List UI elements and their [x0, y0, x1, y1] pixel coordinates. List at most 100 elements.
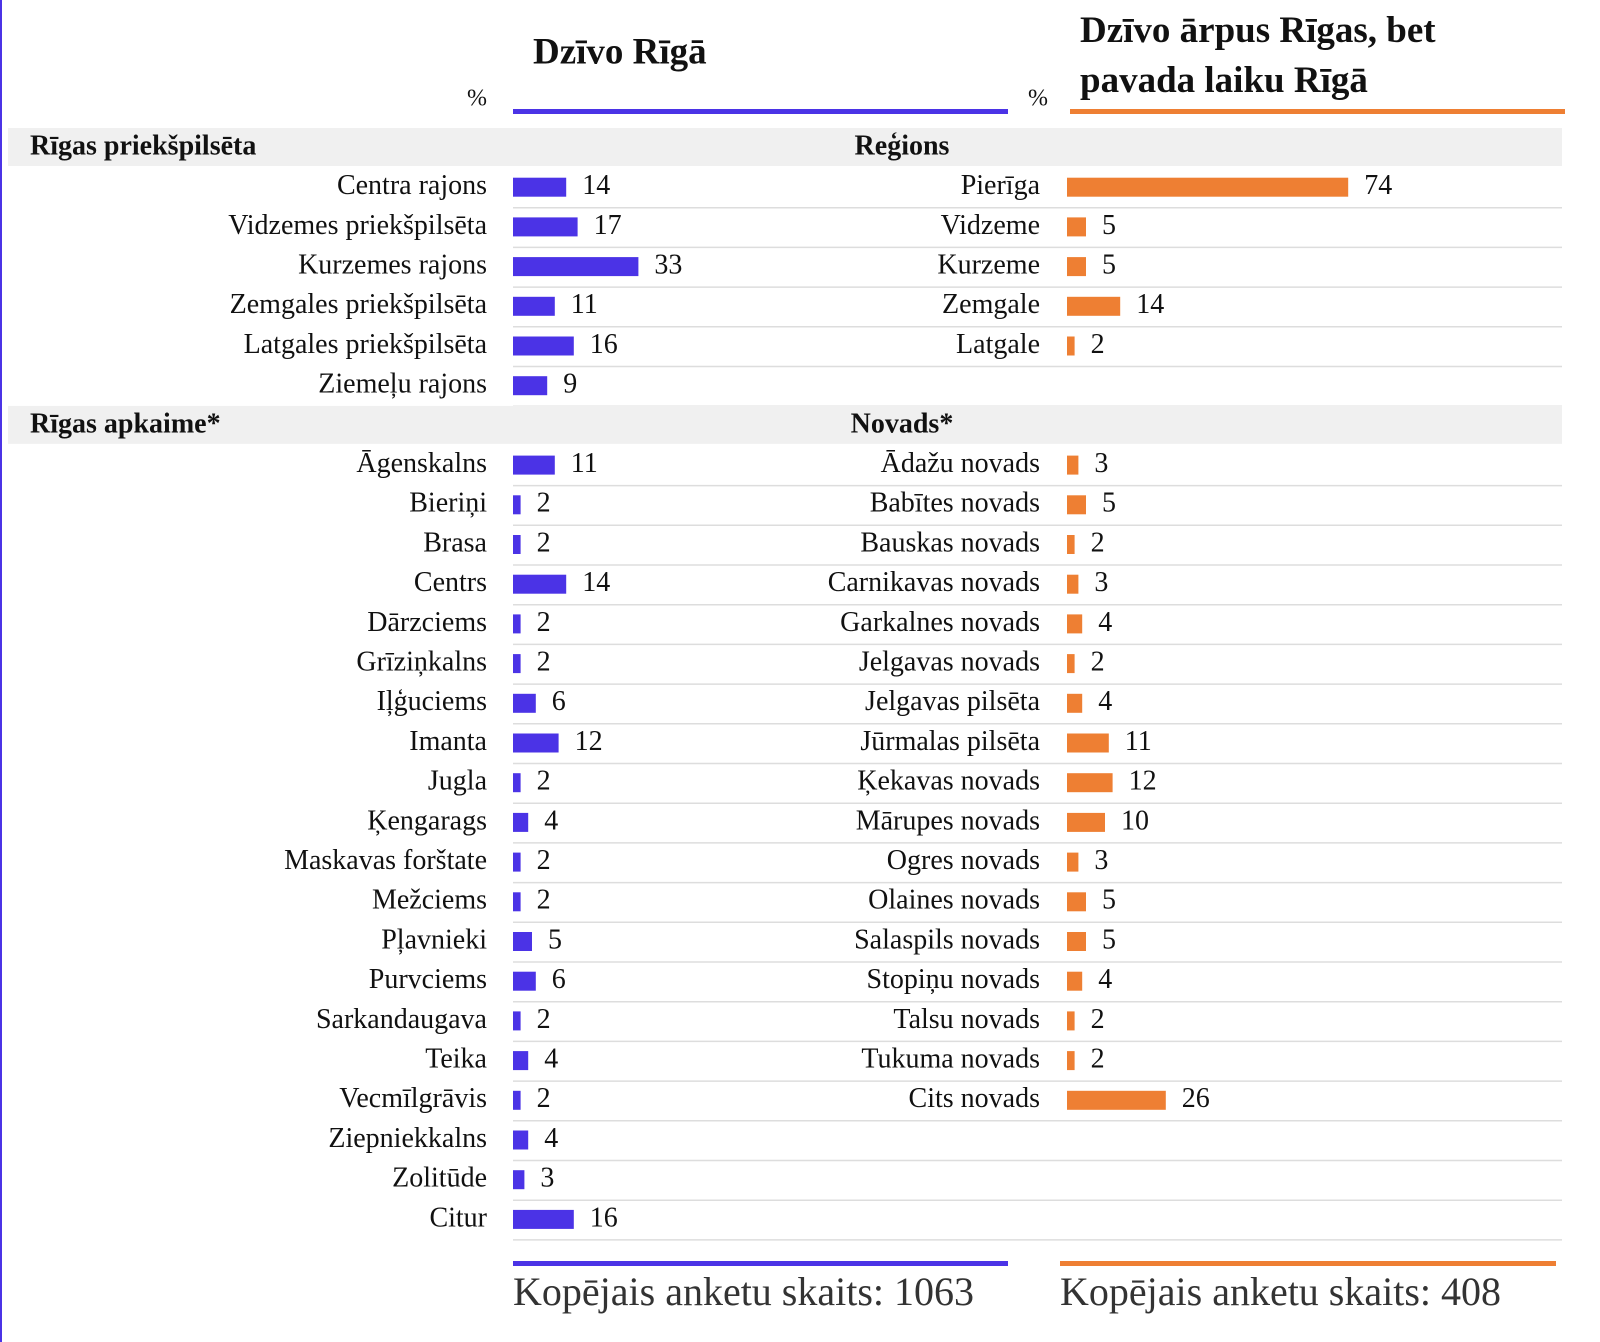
- bar: [513, 852, 521, 872]
- unit-label: %: [467, 86, 487, 112]
- value-label: 2: [537, 647, 551, 678]
- category-label: Ķekavas novads: [857, 766, 1040, 797]
- category-label: Latgale: [956, 329, 1040, 360]
- value-label: 26: [1182, 1083, 1210, 1114]
- bar: [1067, 614, 1083, 634]
- value-label: 2: [537, 607, 551, 638]
- category-label: Iļģuciems: [377, 686, 487, 717]
- bar: [513, 535, 521, 554]
- value-label: 4: [1098, 964, 1112, 995]
- category-label: Jelgavas novads: [859, 647, 1040, 678]
- bar: [1067, 733, 1109, 753]
- category-label: Cits novads: [909, 1083, 1040, 1114]
- bar: [1067, 892, 1086, 912]
- bar: [513, 932, 532, 951]
- category-label: Centrs: [414, 567, 487, 598]
- category-label: Ogres novads: [887, 845, 1040, 876]
- bar: [513, 495, 521, 515]
- bar: [513, 971, 536, 991]
- bar: [513, 574, 567, 594]
- category-label: Zemgale: [942, 289, 1040, 320]
- bar: [1067, 932, 1086, 951]
- bar: [513, 177, 567, 197]
- category-label: Ādažu novads: [881, 448, 1040, 479]
- value-label: 4: [544, 1044, 558, 1075]
- category-label: Babītes novads: [870, 488, 1040, 519]
- category-label: Garkalnes novads: [840, 607, 1040, 638]
- bar: [513, 693, 536, 713]
- value-label: 16: [590, 329, 618, 360]
- category-label: Jugla: [428, 766, 488, 797]
- value-label: 2: [537, 527, 551, 558]
- bar: [1067, 336, 1075, 356]
- category-label: Āgenskalns: [356, 448, 487, 479]
- section-title: Novads*: [851, 408, 954, 439]
- value-label: 5: [1102, 924, 1116, 955]
- value-label: 4: [544, 805, 558, 836]
- category-label: Bauskas novads: [860, 527, 1040, 558]
- category-label: Brasa: [423, 527, 487, 558]
- value-label: 2: [1091, 647, 1105, 678]
- value-label: 33: [654, 250, 682, 281]
- bar: [513, 812, 529, 832]
- footer-rule: [513, 1261, 1008, 1266]
- bar: [513, 1209, 574, 1229]
- bar: [513, 1130, 529, 1150]
- bar: [1067, 852, 1079, 872]
- bar: [1067, 1011, 1075, 1031]
- category-label: Dārzciems: [367, 607, 487, 638]
- category-label: Tukuma novads: [861, 1044, 1040, 1075]
- bar: [1067, 773, 1113, 793]
- category-label: Zemgales priekšpilsēta: [230, 289, 488, 320]
- value-label: 3: [540, 1163, 554, 1194]
- bar: [1067, 177, 1349, 197]
- bar: [1067, 574, 1079, 594]
- value-label: 6: [552, 686, 566, 717]
- value-label: 5: [1102, 488, 1116, 519]
- bar: [1067, 455, 1079, 475]
- category-label: Ziemeļu rajons: [318, 369, 487, 400]
- bar: [513, 614, 521, 634]
- value-label: 5: [1102, 210, 1116, 241]
- footer-rule: [1060, 1261, 1556, 1266]
- category-label: Grīziņkalns: [356, 647, 487, 678]
- value-label: 9: [563, 369, 577, 400]
- value-label: 17: [594, 210, 622, 241]
- value-label: 4: [544, 1123, 558, 1154]
- value-label: 2: [537, 845, 551, 876]
- bar: [513, 257, 639, 277]
- value-label: 3: [1094, 567, 1108, 598]
- value-label: 12: [575, 726, 603, 757]
- category-label: Latgales priekšpilsēta: [244, 329, 488, 360]
- section-title: Rīgas apkaime*: [30, 408, 221, 439]
- bar: [1067, 296, 1121, 316]
- category-label: Bieriņi: [409, 488, 487, 519]
- value-label: 10: [1121, 805, 1149, 836]
- category-label: Kurzeme: [937, 250, 1040, 281]
- bar: [513, 1170, 525, 1190]
- value-label: 5: [1102, 885, 1116, 916]
- title-rule: [1070, 109, 1565, 114]
- bar: [513, 455, 555, 475]
- category-label: Sarkandaugava: [316, 1004, 488, 1035]
- category-label: Jūrmalas pilsēta: [860, 726, 1040, 757]
- category-label: Centra rajons: [337, 170, 487, 201]
- footer: Kopējais anketu skaits: 1063: [513, 1269, 974, 1314]
- bar: [1067, 971, 1083, 991]
- category-label: Purvciems: [369, 964, 487, 995]
- chart-title: Dzīvo ārpus Rīgas, bet pavada laiku Rīgā: [1080, 10, 1436, 101]
- value-label: 14: [582, 567, 610, 598]
- section-band: [8, 405, 1562, 444]
- unit-label: %: [1028, 86, 1048, 112]
- value-label: 12: [1129, 766, 1157, 797]
- section-title: Rīgas priekšpilsēta: [30, 130, 256, 161]
- footer: Kopējais anketu skaits: 408: [1060, 1269, 1501, 1314]
- bar: [513, 733, 559, 753]
- bar: [1067, 257, 1086, 277]
- value-label: 16: [590, 1202, 618, 1233]
- value-label: 4: [1098, 686, 1112, 717]
- bar: [513, 892, 521, 912]
- category-label: Vidzemes priekšpilsēta: [228, 210, 487, 241]
- category-label: Ķengarags: [367, 805, 487, 836]
- category-label: Imanta: [409, 726, 487, 757]
